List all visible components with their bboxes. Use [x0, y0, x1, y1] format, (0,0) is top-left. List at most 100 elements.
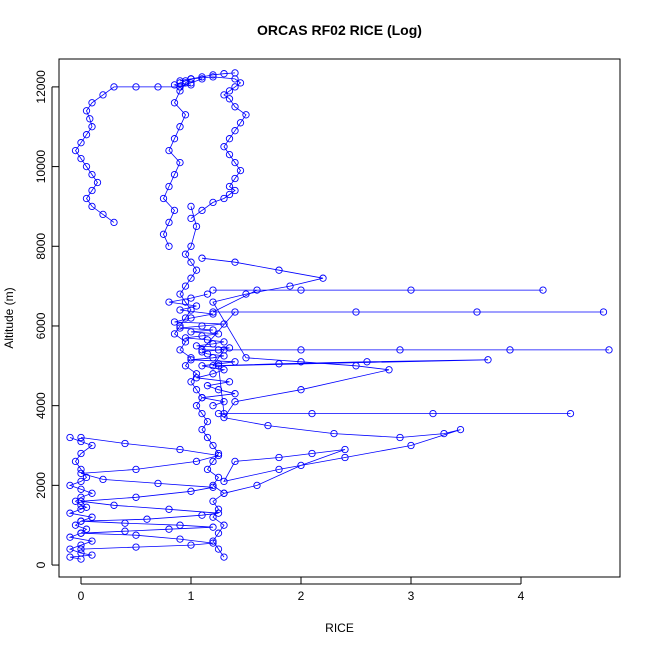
data-point	[209, 298, 217, 306]
data-point	[82, 473, 91, 482]
data-point	[165, 525, 173, 533]
data-point	[88, 489, 96, 497]
data-point	[154, 83, 162, 91]
data-point	[225, 95, 234, 103]
data-point	[308, 449, 316, 458]
data-point	[231, 390, 239, 398]
data-point	[407, 286, 415, 294]
data-point	[99, 210, 107, 219]
data-point	[220, 346, 228, 354]
data-point	[88, 551, 96, 559]
data-point	[187, 541, 195, 549]
data-point	[214, 362, 223, 370]
data-point	[319, 274, 327, 282]
data-point	[88, 186, 96, 195]
data-point	[198, 394, 206, 402]
data-point	[209, 340, 217, 348]
data-point	[220, 477, 228, 486]
series-line	[75, 84, 192, 223]
data-point	[209, 362, 217, 370]
series-line	[179, 72, 247, 219]
data-point	[231, 457, 239, 466]
chart-title: ORCAS RF02 RICE (Log)	[257, 22, 422, 38]
data-point	[143, 515, 151, 523]
data-point	[231, 103, 239, 111]
data-point	[220, 366, 228, 374]
data-point	[82, 162, 91, 171]
data-point	[77, 465, 85, 474]
data-point	[209, 497, 217, 505]
plot-marks	[66, 69, 613, 563]
data-point	[456, 425, 465, 434]
data-point	[187, 75, 195, 83]
data-point	[231, 398, 239, 406]
data-point	[121, 527, 129, 535]
data-point	[165, 505, 173, 513]
y-tick-label: 12000	[34, 70, 48, 104]
data-point	[170, 170, 179, 179]
data-point	[220, 398, 228, 406]
data-point	[192, 302, 201, 310]
data-point	[77, 449, 85, 458]
data-point	[187, 328, 195, 336]
data-point	[209, 481, 217, 490]
data-point	[187, 356, 195, 364]
axes: 0 1 2 3 4 0 2000 4000 6000 8000 10000 12000	[34, 70, 524, 603]
data-point	[77, 154, 85, 163]
data-point	[88, 537, 96, 545]
data-point	[77, 549, 85, 557]
series-line	[80, 437, 219, 550]
data-point	[71, 146, 80, 155]
data-point	[181, 111, 190, 119]
data-point	[352, 362, 360, 370]
data-point	[209, 326, 217, 334]
data-point	[66, 553, 74, 561]
data-point	[209, 402, 217, 410]
data-point	[242, 111, 250, 119]
data-point	[220, 143, 228, 151]
data-point	[66, 545, 74, 553]
data-point	[275, 465, 283, 474]
data-point	[159, 230, 168, 238]
data-point	[214, 529, 223, 537]
data-point	[214, 545, 223, 553]
data-point	[203, 465, 212, 474]
data-point	[77, 541, 85, 549]
data-point	[82, 131, 91, 139]
data-point	[225, 378, 234, 386]
data-point	[225, 150, 234, 159]
data-point	[77, 545, 85, 553]
y-tick-label: 8000	[34, 233, 48, 260]
data-point	[209, 354, 217, 362]
data-point	[77, 493, 85, 501]
data-point	[66, 509, 74, 517]
data-point	[187, 306, 195, 314]
data-point	[253, 286, 261, 294]
data-point	[231, 127, 239, 135]
data-point	[71, 497, 80, 505]
y-tick-label: 0	[34, 561, 48, 568]
data-point	[165, 242, 173, 250]
data-point	[88, 441, 96, 450]
data-point	[66, 481, 74, 490]
y-tick-label: 2000	[34, 472, 48, 499]
data-point	[198, 511, 206, 519]
data-point	[176, 158, 184, 167]
x-axis-label: RICE	[325, 621, 354, 635]
data-point	[165, 298, 173, 306]
data-point	[330, 429, 338, 438]
data-point	[154, 479, 162, 488]
data-point	[82, 107, 91, 115]
data-point	[181, 338, 190, 346]
data-point	[231, 186, 239, 195]
data-point	[187, 202, 195, 211]
data-point	[132, 531, 140, 539]
data-point	[121, 519, 129, 527]
data-point	[209, 370, 217, 378]
data-point	[203, 433, 212, 442]
data-point	[176, 324, 184, 332]
data-point	[286, 282, 294, 290]
data-point	[176, 123, 184, 131]
data-point	[209, 523, 217, 531]
